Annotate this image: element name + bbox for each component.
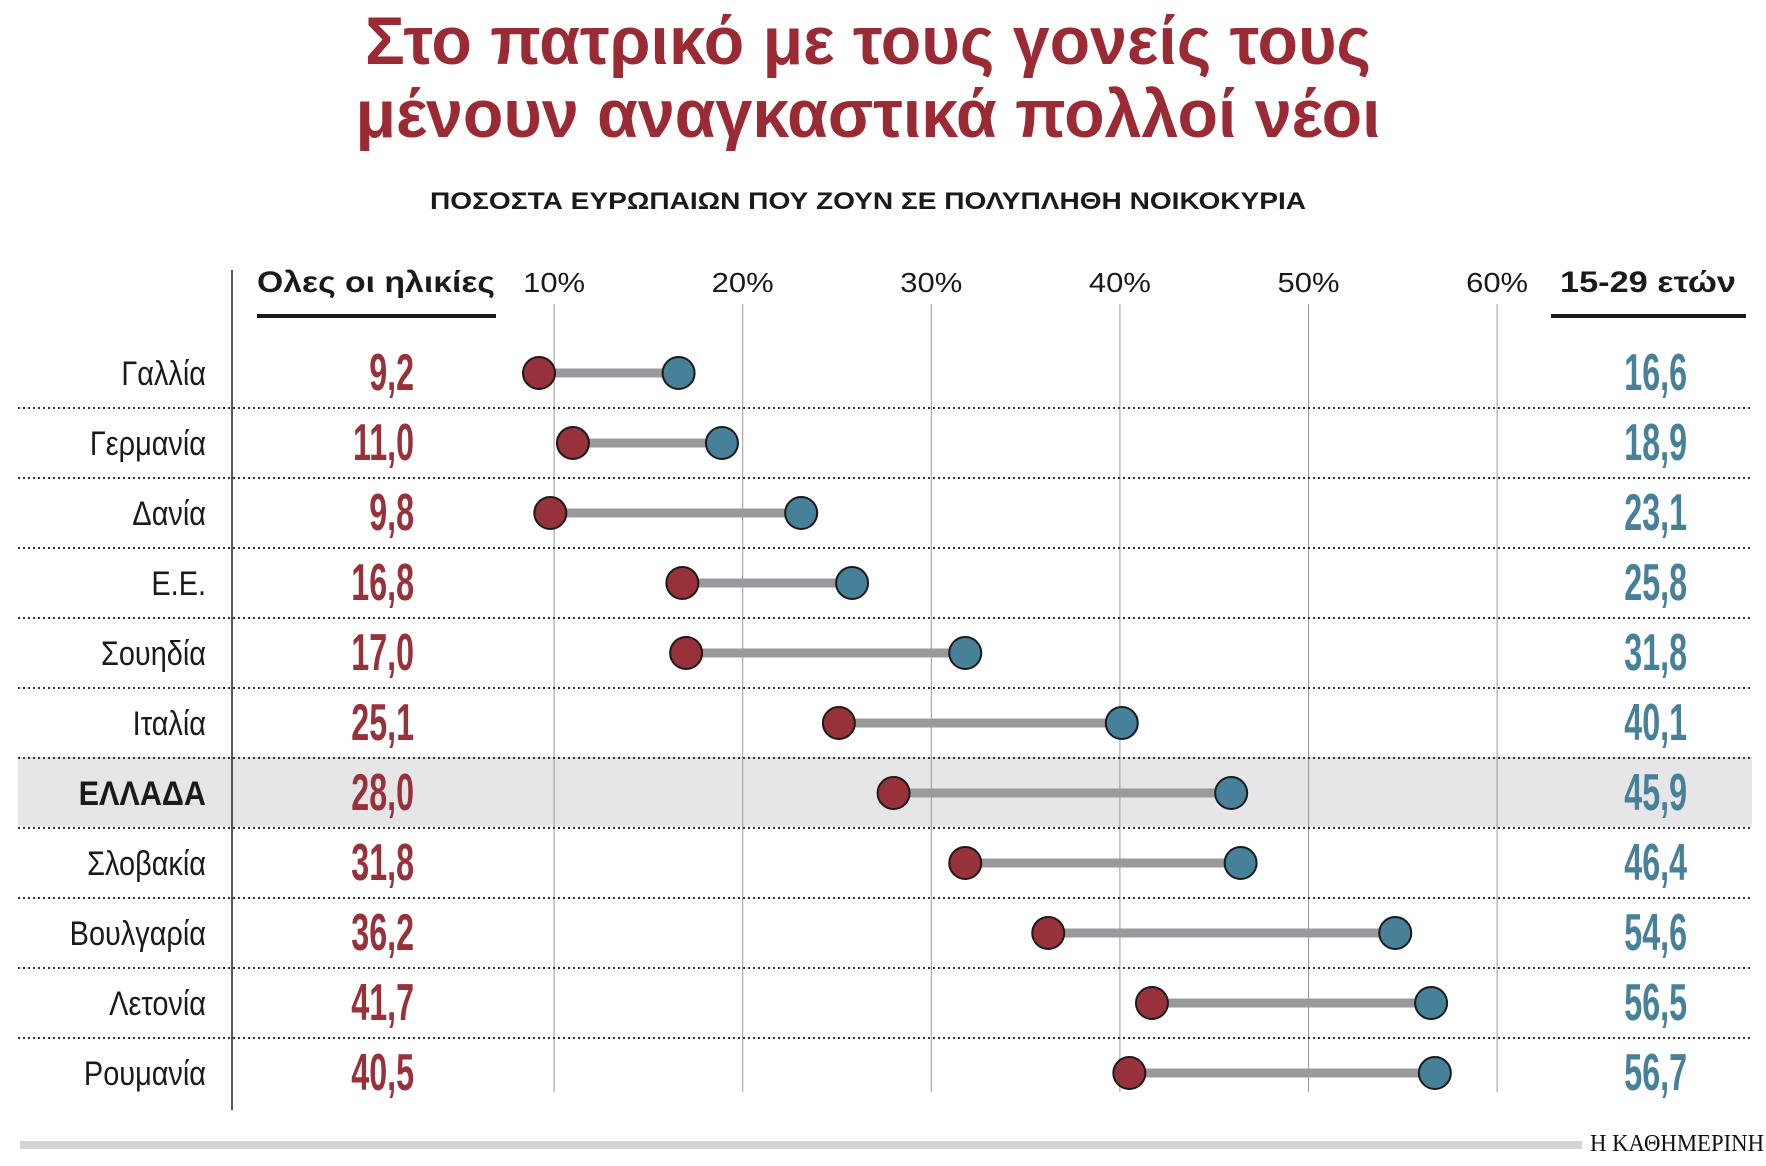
x-tick-label: 60% bbox=[1466, 267, 1528, 298]
all-ages-value-label: 40,5 bbox=[351, 1044, 414, 1102]
youth-value-label: 40,1 bbox=[1624, 694, 1687, 752]
country-label: Σουηδία bbox=[101, 634, 206, 673]
x-tick-label: 30% bbox=[900, 267, 962, 298]
x-tick-label: 10% bbox=[523, 267, 585, 298]
right-column-header: 15-29 ετών bbox=[1560, 266, 1736, 299]
all-ages-value-label: 9,8 bbox=[369, 484, 414, 542]
footer-bar bbox=[20, 1141, 1582, 1149]
youth-value-label: 23,1 bbox=[1624, 484, 1687, 542]
youth-dot bbox=[1417, 1056, 1452, 1090]
country-label: Λετονία bbox=[109, 984, 206, 1023]
all-ages-value-label: 28,0 bbox=[351, 764, 414, 822]
youth-value-label: 54,6 bbox=[1624, 904, 1687, 962]
left-header-underline bbox=[257, 314, 496, 318]
country-label: Σλοβακία bbox=[87, 844, 206, 883]
chart-row: Σουηδία 17,0 31,8 bbox=[18, 624, 1752, 689]
youth-dot bbox=[1223, 846, 1258, 880]
all-ages-value-label: 41,7 bbox=[351, 974, 414, 1032]
chart-row: Ε.Ε. 16,8 25,8 bbox=[18, 554, 1752, 619]
chart-title-line2: μένουν αναγκαστικά πολλοί νέοι bbox=[356, 76, 1381, 152]
youth-value-label: 56,7 bbox=[1624, 1044, 1687, 1102]
chart-row: Δανία 9,8 23,1 bbox=[18, 484, 1752, 549]
youth-dot bbox=[1414, 986, 1449, 1020]
youth-value-label: 16,6 bbox=[1624, 344, 1687, 402]
chart-title-line1: Στο πατρικό με τους γονείς τους bbox=[365, 3, 1371, 79]
all-ages-value-label: 11,0 bbox=[353, 414, 414, 472]
all-ages-dot bbox=[555, 426, 590, 460]
all-ages-dot bbox=[948, 846, 983, 880]
x-tick-label: 20% bbox=[712, 267, 774, 298]
youth-value-label: 56,5 bbox=[1624, 974, 1687, 1032]
youth-dot bbox=[1214, 776, 1249, 810]
youth-dot bbox=[1378, 916, 1413, 950]
youth-value-label: 46,4 bbox=[1624, 834, 1687, 892]
country-label: ΕΛΛΑΔΑ bbox=[79, 775, 206, 813]
x-tick-label: 40% bbox=[1089, 267, 1151, 298]
all-ages-dot bbox=[876, 776, 911, 810]
source-logo: Η ΚΑΘΗΜΕΡΙΝΗ bbox=[1590, 1131, 1764, 1157]
all-ages-dot bbox=[533, 496, 568, 530]
youth-value-label: 18,9 bbox=[1624, 414, 1687, 472]
chart-row: Λετονία 41,7 56,5 bbox=[18, 974, 1752, 1039]
youth-dot bbox=[1104, 706, 1139, 740]
chart-row: Βουλγαρία 36,2 54,6 bbox=[18, 904, 1752, 969]
chart-row: Γαλλία 9,2 16,6 bbox=[18, 344, 1752, 409]
chart-subtitle: ΠΟΣΟΣΤΑ ΕΥΡΩΠΑΙΩΝ ΠΟΥ ΖΟΥΝ ΣΕ ΠΟΛΥΠΛΗΘΗ … bbox=[430, 188, 1306, 215]
youth-dot bbox=[948, 636, 983, 670]
chart-row: Γερμανία 11,0 18,9 bbox=[18, 414, 1752, 479]
country-label: Ρουμανία bbox=[84, 1054, 206, 1093]
all-ages-dot bbox=[522, 356, 557, 390]
all-ages-value-label: 25,1 bbox=[351, 694, 414, 752]
country-label: Ιταλία bbox=[133, 704, 206, 743]
youth-dot bbox=[661, 356, 696, 390]
country-label: Βουλγαρία bbox=[70, 914, 206, 953]
youth-dot bbox=[784, 496, 819, 530]
all-ages-value-label: 31,8 bbox=[351, 834, 414, 892]
right-header-underline bbox=[1551, 314, 1746, 318]
all-ages-dot bbox=[1112, 1056, 1147, 1090]
all-ages-dot bbox=[669, 636, 704, 670]
country-label: Ε.Ε. bbox=[151, 564, 206, 603]
youth-dot bbox=[835, 566, 870, 600]
youth-value-label: 25,8 bbox=[1624, 554, 1687, 612]
chart-row: ΕΛΛΑΔΑ 28,0 45,9 bbox=[18, 764, 1752, 829]
chart-row: Σλοβακία 31,8 46,4 bbox=[18, 834, 1752, 899]
youth-value-label: 31,8 bbox=[1624, 624, 1687, 682]
country-label: Γαλλία bbox=[121, 354, 206, 393]
x-tick-label: 50% bbox=[1278, 267, 1340, 298]
youth-value-label: 45,9 bbox=[1624, 764, 1687, 822]
all-ages-value-label: 36,2 bbox=[351, 904, 414, 962]
all-ages-dot bbox=[665, 566, 700, 600]
country-label: Γερμανία bbox=[90, 424, 206, 463]
all-ages-value-label: 9,2 bbox=[369, 344, 414, 402]
all-ages-dot bbox=[1031, 916, 1066, 950]
chart-row: Ιταλία 25,1 40,1 bbox=[18, 694, 1752, 759]
all-ages-dot bbox=[1134, 986, 1169, 1020]
all-ages-dot bbox=[821, 706, 856, 740]
all-ages-value-label: 16,8 bbox=[351, 554, 414, 612]
country-label: Δανία bbox=[132, 494, 206, 533]
youth-dot bbox=[704, 426, 739, 460]
chart-row: Ρουμανία 40,5 56,7 bbox=[84, 1044, 1687, 1102]
left-column-header: Ολες οι ηλικίες bbox=[257, 266, 495, 299]
all-ages-value-label: 17,0 bbox=[351, 624, 414, 682]
